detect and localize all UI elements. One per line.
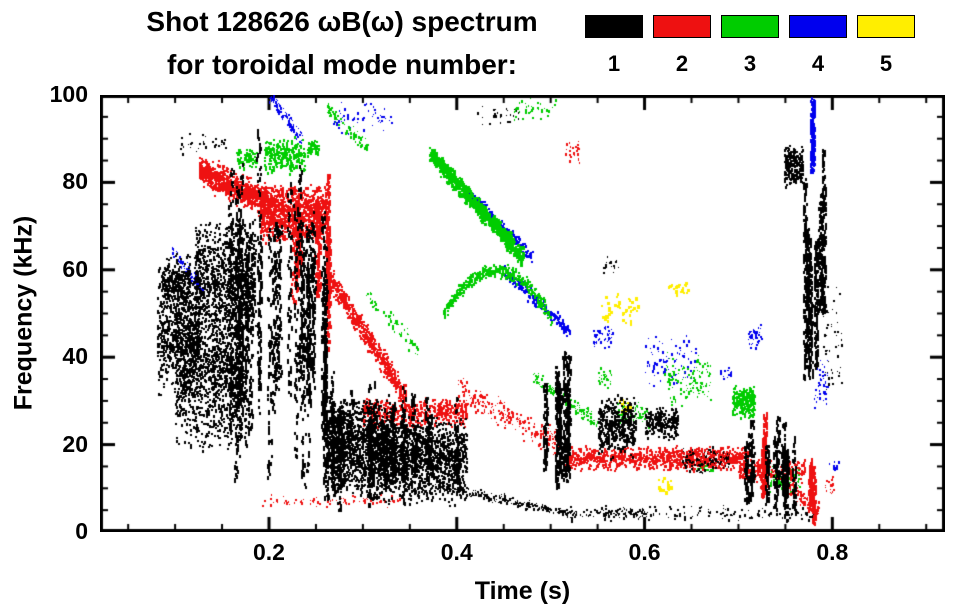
legend-label-mode-2: 2: [675, 51, 689, 76]
legend-swatch-mode-4: [789, 15, 847, 38]
legend-label-mode-1: 1: [607, 51, 621, 76]
figure-title: Shot 128626 ωB(ω) spectrum: [146, 6, 538, 37]
legend-swatch-mode-1: [585, 15, 643, 38]
y-tick-label: 20: [62, 430, 88, 457]
y-tick-label: 60: [62, 255, 88, 282]
legend-color-boxes: [585, 15, 915, 38]
x-tick-label: 0.4: [440, 539, 473, 565]
legend-swatch-mode-3: [721, 15, 779, 38]
legend-label-mode-5: 5: [879, 51, 893, 76]
x-tick-label: 0.8: [816, 539, 849, 565]
legend-label-mode-4: 4: [811, 51, 825, 76]
legend-label-mode-3: 3: [743, 51, 757, 76]
y-tick-label: 40: [62, 343, 88, 370]
legend-swatch-mode-5: [857, 15, 915, 38]
x-tick-label: 0.2: [253, 539, 285, 565]
figure-subtitle: for toroidal mode number:: [167, 49, 517, 80]
spectrogram-plot: [100, 95, 945, 532]
y-axis-label: Frequency (kHz): [9, 215, 38, 411]
legend-mode-numbers: 1 2 3 4 5: [585, 51, 915, 77]
y-tick-label: 100: [49, 81, 88, 107]
y-tick-label: 0: [75, 518, 88, 544]
x-tick-label: 0.6: [628, 539, 661, 565]
x-axis-label: Time (s): [474, 577, 571, 605]
y-tick-label: 80: [62, 168, 88, 195]
legend-swatch-mode-2: [653, 15, 711, 38]
